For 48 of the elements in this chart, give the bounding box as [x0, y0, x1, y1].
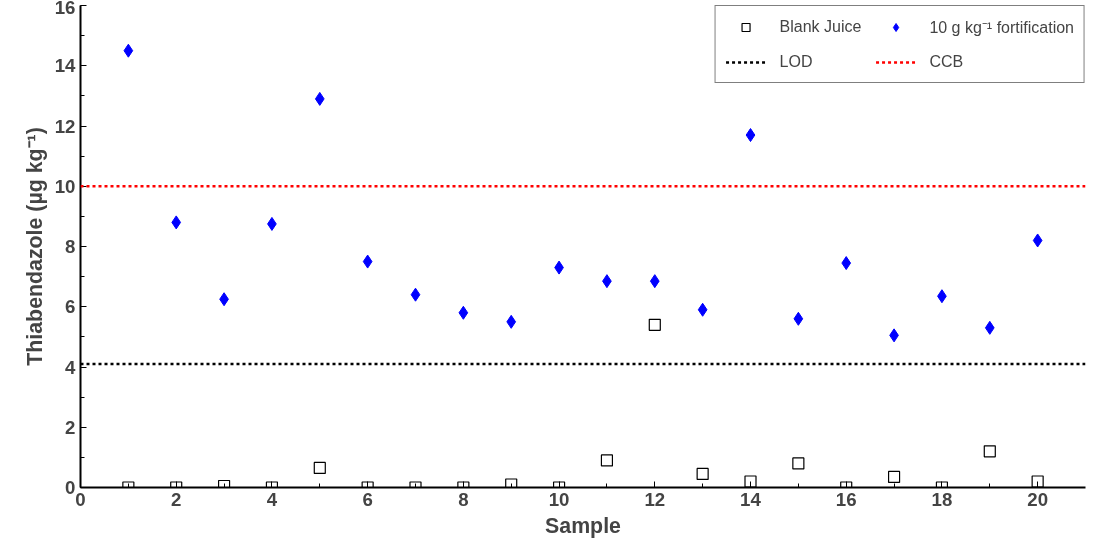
point — [123, 43, 134, 58]
point — [793, 311, 804, 326]
x-tick-label: 16 — [835, 488, 857, 510]
x-axis-title: Sample — [545, 513, 622, 538]
x-tick-label: 18 — [931, 488, 953, 510]
legend-label: Blank Juice — [779, 18, 862, 36]
point — [887, 470, 901, 484]
point — [505, 478, 518, 488]
point — [649, 274, 660, 289]
point — [792, 457, 805, 470]
legend-label: 10 g kg⁻¹ fortification — [929, 18, 1074, 38]
point — [506, 314, 517, 329]
y-tick-label: 2 — [65, 416, 76, 438]
point — [600, 454, 614, 467]
point — [1032, 233, 1043, 248]
y-tick-label: 14 — [54, 55, 77, 77]
point — [1031, 475, 1044, 488]
point — [841, 256, 852, 271]
legend-label: CCB — [929, 53, 964, 71]
legend-label: LOD — [779, 53, 813, 71]
point — [696, 467, 709, 481]
point — [984, 320, 995, 335]
point — [648, 318, 661, 331]
y-tick-label: 12 — [54, 115, 76, 137]
y-axis-title: Thiabendazole (µg kg⁻¹) — [22, 127, 47, 366]
point — [313, 461, 326, 475]
x-tick-label: 10 — [548, 488, 570, 510]
point — [410, 287, 421, 302]
point — [458, 305, 469, 320]
point — [697, 302, 708, 317]
y-tick-label: 4 — [65, 356, 77, 378]
y-tick-label: 16 — [54, 0, 76, 18]
x-tick-label: 2 — [171, 488, 182, 510]
point — [745, 128, 756, 143]
point — [983, 445, 996, 458]
x-tick-label: 14 — [740, 488, 762, 510]
x-tick-label: 6 — [362, 488, 373, 510]
x-tick-label: 8 — [458, 488, 469, 510]
y-tick-label: 10 — [54, 175, 76, 197]
x-tick-label: 12 — [644, 488, 666, 510]
y-tick-label: 8 — [65, 236, 76, 257]
point — [171, 215, 182, 230]
point — [362, 254, 373, 269]
y-tick-label: 6 — [65, 296, 76, 318]
x-tick-label: 20 — [1027, 488, 1049, 510]
point — [744, 475, 757, 488]
x-tick-label: 4 — [266, 488, 278, 510]
point — [314, 91, 325, 106]
